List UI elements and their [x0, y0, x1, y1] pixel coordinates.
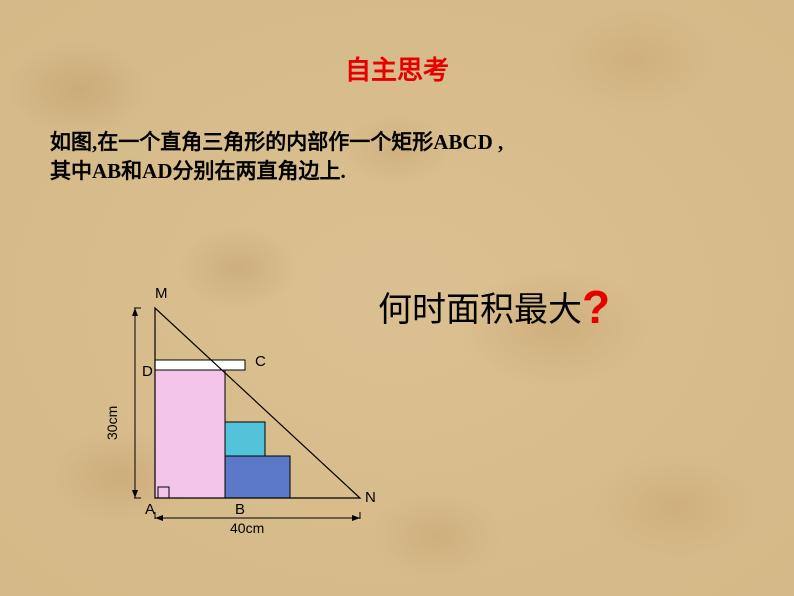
page-title: 自主思考	[0, 50, 794, 87]
label-A: A	[145, 501, 155, 518]
label-N: N	[365, 489, 376, 506]
diagram-svg: 30cm 40cm M D C A B N	[95, 270, 395, 540]
svg-text:40cm: 40cm	[230, 520, 264, 536]
question-main: 何时面积最大	[378, 292, 582, 329]
problem-text: 如图,在一个直角三角形的内部作一个矩形ABCD , 其中AB和AD分别在两直角边…	[50, 128, 690, 187]
question-text: 何时面积最大?	[378, 280, 610, 334]
label-B: B	[235, 501, 245, 518]
problem-line2: 其中AB和AD分别在两直角边上.	[50, 159, 346, 183]
geometry-diagram: 30cm 40cm M D C A B N	[95, 270, 395, 545]
label-D: D	[142, 363, 153, 380]
label-M: M	[155, 285, 168, 302]
question-mark: ?	[582, 281, 610, 333]
svg-text:30cm: 30cm	[104, 406, 120, 440]
title-text: 自主思考	[345, 56, 449, 85]
problem-line1: 如图,在一个直角三角形的内部作一个矩形ABCD ,	[50, 130, 503, 154]
label-C: C	[255, 353, 266, 370]
